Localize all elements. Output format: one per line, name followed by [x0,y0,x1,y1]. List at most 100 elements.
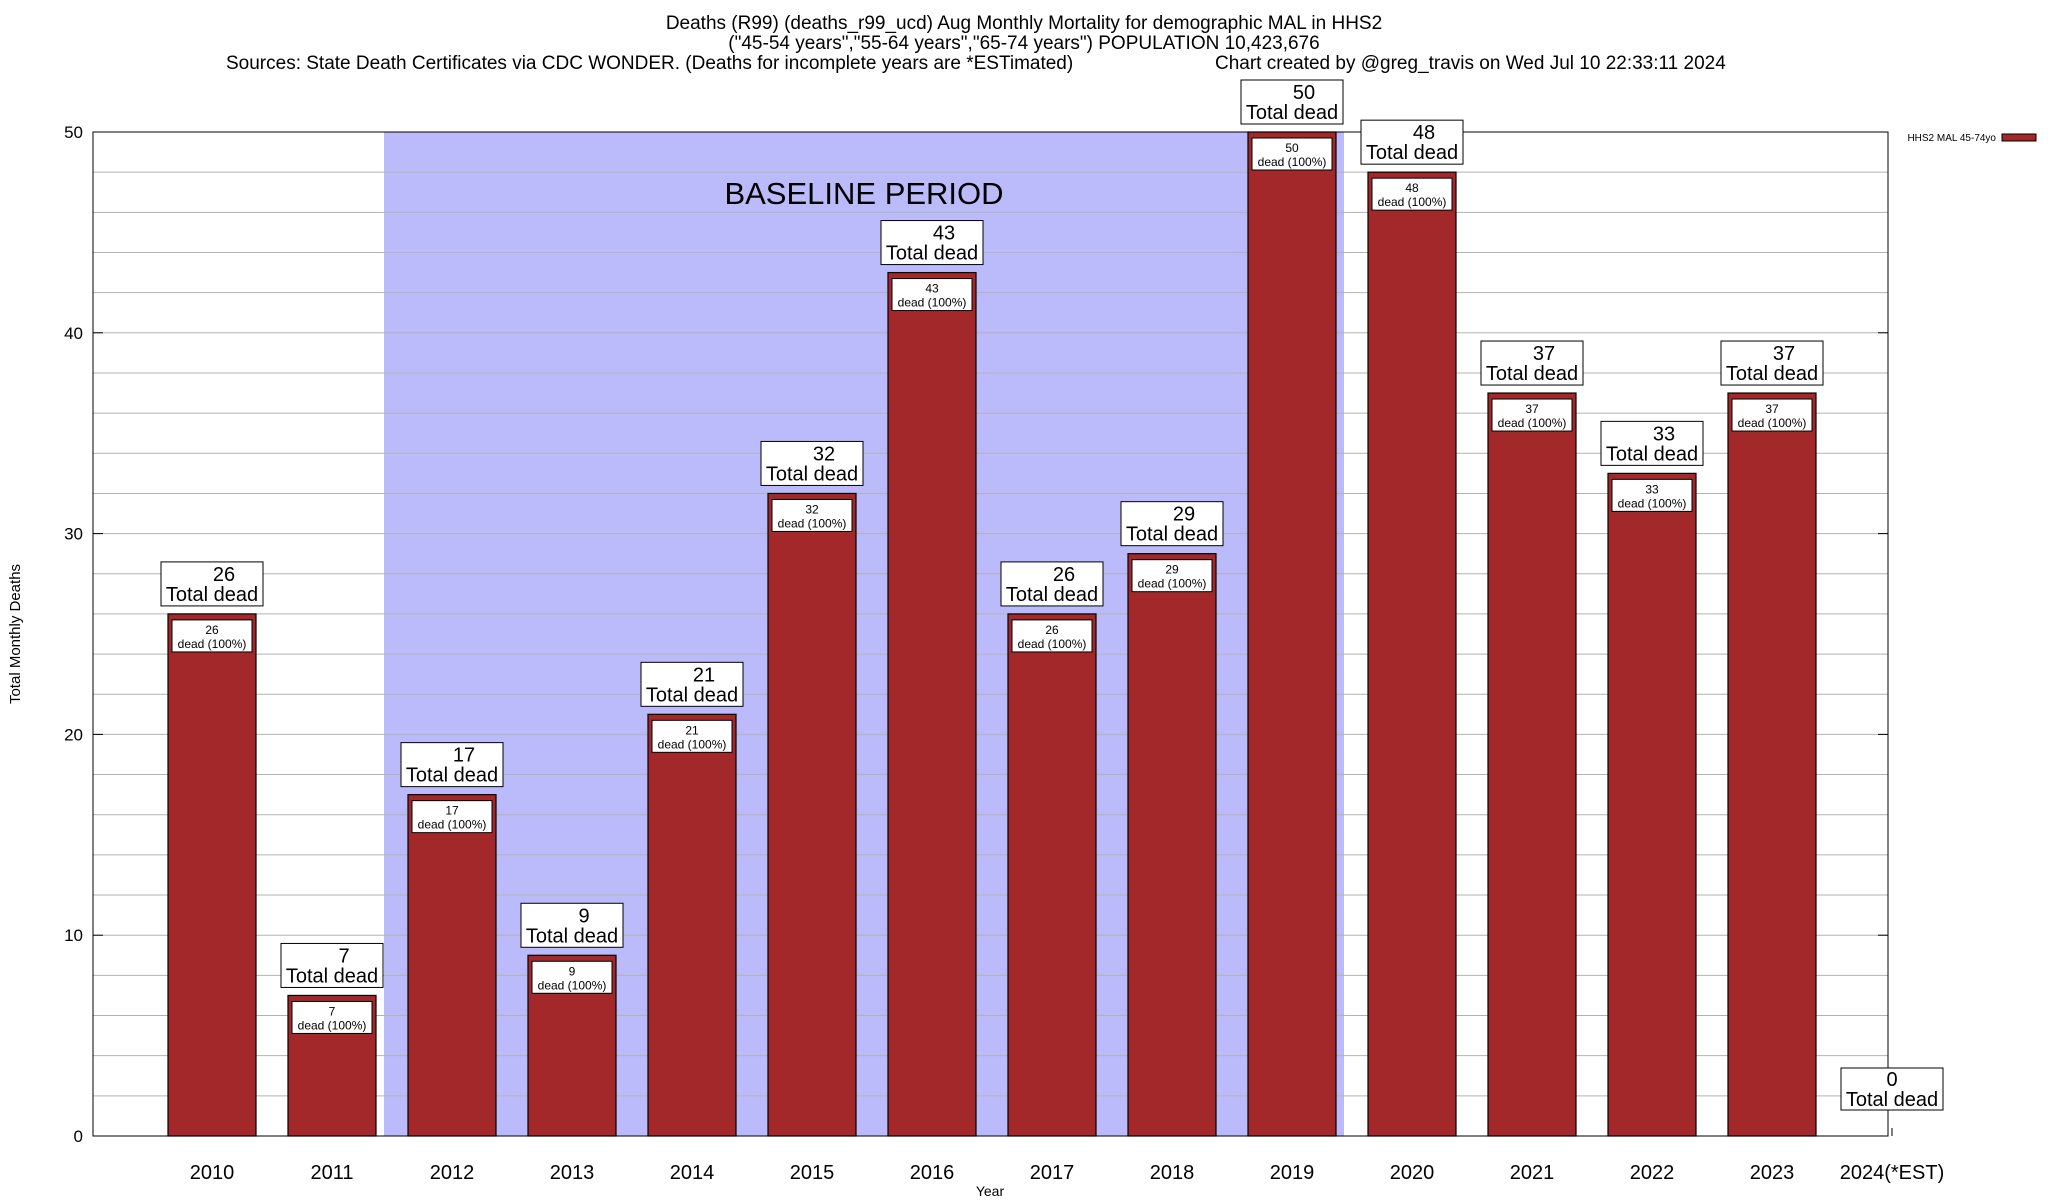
bar-2015 [767,492,857,1137]
bar-inner-label-box [291,1000,373,1034]
bar-total-text: Total dead [1486,363,1578,385]
bar-total-text: Total dead [1006,584,1098,606]
x-tick-label: 2011 [310,1162,353,1184]
bar-inner-value: 37 [1525,402,1539,416]
bar-inner-label-box [651,719,733,753]
bar-total-text: Total dead [1606,443,1698,465]
bar-total-value: 21 [693,664,715,686]
x-tick-label: 2018 [1150,1162,1195,1184]
y-tick-label: 30 [64,525,83,544]
bar-inner-pct: dead (100%) [298,1018,367,1032]
bar-total-label-box [160,561,264,607]
bar-total-label-box [1240,79,1344,125]
bar-total-text: Total dead [766,463,858,485]
bar-inner-value: 21 [685,723,699,737]
x-tick-label: 2024(*EST) [1840,1162,1945,1184]
bar-2023 [1727,392,1817,1137]
bar-inner-pct: dead (100%) [898,296,967,310]
legend-label: HHS2 MAL 45-74yo [1907,133,1996,144]
bar-total-value: 37 [1533,343,1555,365]
bar-total-label-box [400,742,504,788]
bar-inner-label-box [531,960,613,994]
bar-total-text: Total dead [646,684,738,706]
bar-2010 [167,613,257,1137]
bar-total-text: Total dead [406,765,498,787]
bar-inner-pct: dead (100%) [1258,155,1327,169]
bar-2019 [1247,131,1337,1137]
x-tick-label: 2015 [790,1162,835,1184]
bar-total-value: 0 [1886,1069,1897,1091]
bar-2016 [887,271,977,1137]
chart-source-note: Sources: State Death Certificates via CD… [226,53,1074,74]
bar-total-value: 17 [453,745,475,767]
bar-total-value: 29 [1173,504,1195,526]
y-axis-label: Total Monthly Deaths [7,564,24,704]
bar-inner-pct: dead (100%) [778,516,847,530]
bar-inner-pct: dead (100%) [1378,195,1447,209]
bar-inner-label-box [1491,398,1573,432]
bar-inner-label-box [171,619,253,653]
bar-inner-pct: dead (100%) [1018,637,1087,651]
bar-inner-label-box [411,800,493,834]
bar-inner-value: 26 [1045,623,1059,637]
baseline-period-label: BASELINE PERIOD [724,176,1003,211]
bar-total-label-box [1000,561,1104,607]
bar-2021 [1487,392,1577,1137]
bar-inner-value: 32 [805,502,819,516]
bar-total-value: 48 [1413,122,1435,144]
y-tick-label: 0 [74,1127,83,1146]
chart-credit: Chart created by @greg_travis on Wed Jul… [1215,53,1726,74]
bar-inner-value: 29 [1165,563,1179,577]
bar-inner-pct: dead (100%) [1498,416,1567,430]
bar-total-value: 26 [1053,564,1075,586]
bar-inner-label-box [1131,559,1213,593]
bar-inner-label-box [771,498,853,532]
bar-inner-label-box [891,278,973,312]
x-tick-label: 2023 [1750,1162,1795,1184]
bar-inner-value: 33 [1645,482,1659,496]
bar-total-label-box [640,661,744,707]
bar-total-text: Total dead [1726,363,1818,385]
bar-total-value: 26 [213,564,235,586]
bar-total-label-box [760,440,864,486]
x-tick-label: 2022 [1630,1162,1675,1184]
bar-total-label-box [520,902,624,948]
bar-2012 [407,794,497,1137]
bar-total-label-box [1360,119,1464,165]
y-tick-label: 20 [64,725,83,744]
bar-total-value: 33 [1653,423,1675,445]
bar-inner-pct: dead (100%) [1738,416,1807,430]
bar-total-text: Total dead [1126,524,1218,546]
plot-frame [92,131,1889,1137]
bar-inner-pct: dead (100%) [1138,577,1207,591]
bar-total-value: 7 [338,945,349,967]
bar-inner-pct: dead (100%) [658,737,727,751]
bar-total-label-box [1600,420,1704,466]
bar-inner-value: 37 [1765,402,1779,416]
bar-inner-value: 17 [445,804,459,818]
bar-2018 [1127,553,1217,1137]
bar-2014 [647,713,737,1137]
bar-total-value: 37 [1773,343,1795,365]
x-tick-label: 2020 [1390,1162,1435,1184]
bar-inner-label-box [1251,137,1333,171]
bar-total-text: Total dead [1246,102,1338,124]
x-tick-label: 2017 [1030,1162,1075,1184]
bar-total-text: Total dead [286,965,378,987]
bar-total-value: 50 [1293,82,1315,104]
chart-title-line-1: Deaths (R99) (deaths_r99_ucd) Aug Monthl… [665,13,1383,34]
bar-total-value: 9 [578,905,589,927]
legend-swatch [2001,133,2037,142]
chart-title-line-2: ("45-54 years","55-64 years","65-74 year… [728,33,1320,54]
bar-total-label-box [280,942,384,988]
bar-inner-value: 26 [205,623,219,637]
bar-2020 [1367,171,1457,1137]
bar-inner-pct: dead (100%) [538,978,607,992]
x-tick-label: 2021 [1510,1162,1555,1184]
bar-total-text: Total dead [526,925,618,947]
x-tick-label: 2019 [1270,1162,1315,1184]
bar-2022 [1607,472,1697,1137]
bar-total-text: Total dead [1846,1089,1938,1111]
bar-total-text: Total dead [166,584,258,606]
